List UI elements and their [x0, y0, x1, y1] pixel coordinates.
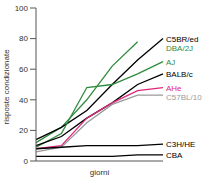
svg-text:C5BR/ed: C5BR/ed [166, 35, 198, 44]
svg-text:40: 40 [19, 96, 28, 105]
svg-text:60: 60 [19, 65, 28, 74]
svg-text:DBA/2J: DBA/2J [166, 44, 193, 53]
svg-text:0: 0 [24, 157, 29, 166]
svg-text:C57BL/10: C57BL/10 [166, 93, 202, 102]
svg-text:CBA: CBA [166, 151, 183, 160]
svg-text:AHe: AHe [166, 84, 182, 93]
svg-text:AJ: AJ [166, 58, 175, 67]
svg-text:BALB/c: BALB/c [166, 70, 193, 79]
svg-text:C3H/HE: C3H/HE [166, 140, 195, 149]
svg-text:80: 80 [19, 34, 28, 43]
svg-text:20: 20 [19, 126, 28, 135]
svg-text:risposte condizionate: risposte condizionate [8, 49, 11, 125]
svg-text:100: 100 [15, 4, 29, 13]
svg-text:giorni: giorni [90, 168, 110, 177]
